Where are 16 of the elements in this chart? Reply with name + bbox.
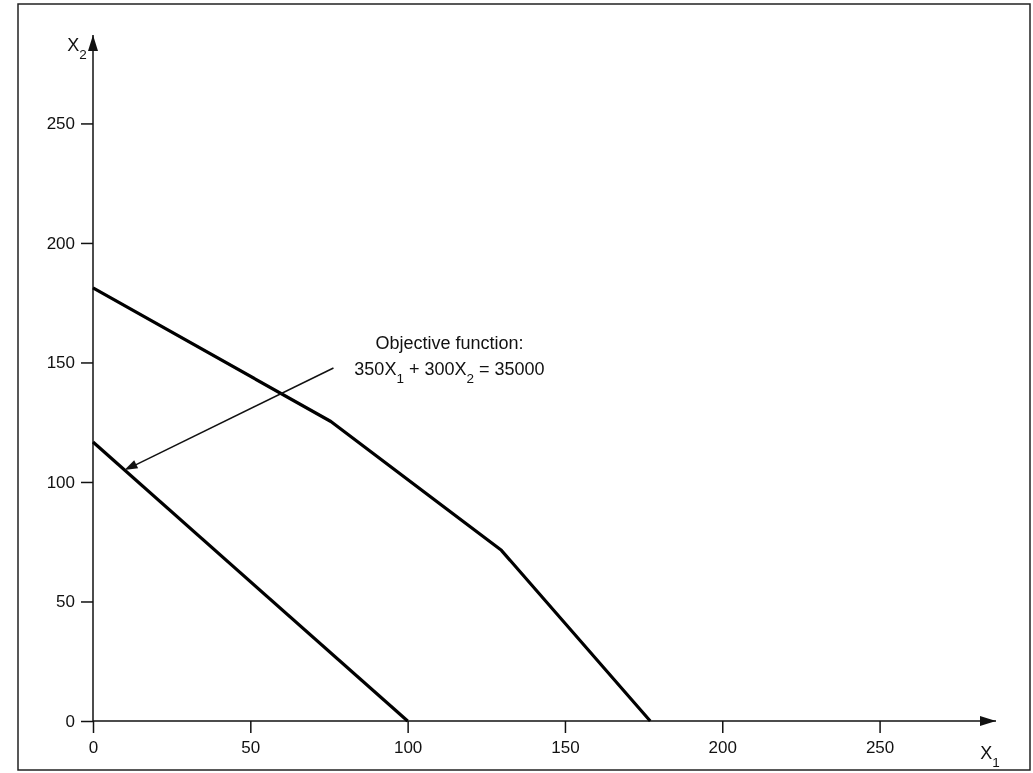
x-tick-label: 0 [88,738,99,758]
x-tick-label: 250 [865,738,895,758]
x-tick-label: 150 [551,738,580,758]
line-series [91,286,652,723]
y-tick-label: 250 [46,114,75,134]
y-tick-label: 0 [65,711,75,731]
y-axis-title: X$_{2}$ [67,35,87,62]
y-tick-label: 100 [46,472,75,492]
y-tick-label: 200 [46,233,75,253]
y-tick-label: 150 [46,353,75,373]
y-tick-label: 50 [56,592,75,612]
x-axis-title: X$_{1}$ [980,743,1000,770]
x-tick-label: 100 [393,738,423,758]
x-tick-label: 200 [708,738,737,758]
annotation: Objective function: 350X$_{1}$ + 300X$_{2}$ = 35000 [354,332,545,386]
x-tick-label: 50 [241,738,261,758]
